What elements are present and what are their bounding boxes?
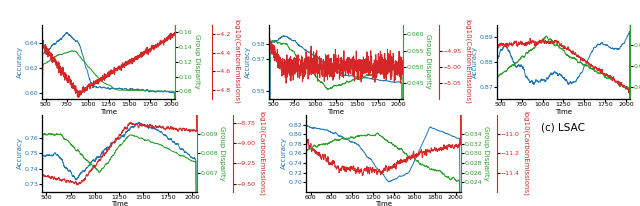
X-axis label: Time: Time — [100, 109, 117, 115]
X-axis label: Time: Time — [374, 201, 392, 206]
Text: (a) Adult Income: (a) Adult Income — [65, 122, 152, 132]
Y-axis label: Group Disparity: Group Disparity — [483, 126, 490, 181]
Text: (c) LSAC: (c) LSAC — [541, 122, 586, 132]
Y-axis label: Accuracy: Accuracy — [17, 137, 23, 170]
Y-axis label: Accuracy: Accuracy — [472, 46, 478, 78]
Y-axis label: Accuracy: Accuracy — [17, 46, 23, 78]
Y-axis label: log10(CarbonEmissions): log10(CarbonEmissions) — [465, 19, 471, 104]
Y-axis label: log10(CarbonEmissions): log10(CarbonEmissions) — [233, 19, 239, 104]
X-axis label: Time: Time — [555, 109, 572, 115]
Y-axis label: Group Disparity: Group Disparity — [220, 126, 225, 181]
Y-axis label: Group Disparity: Group Disparity — [194, 34, 200, 89]
Y-axis label: log10(CarbonEmissions): log10(CarbonEmissions) — [259, 111, 265, 196]
Y-axis label: log10(CarbonEmissions): log10(CarbonEmissions) — [522, 111, 529, 196]
Y-axis label: Accuracy: Accuracy — [244, 46, 250, 78]
Text: (b) COMPAS: (b) COMPAS — [305, 122, 367, 132]
Y-axis label: Group Disparity: Group Disparity — [426, 34, 431, 89]
Y-axis label: Accuracy: Accuracy — [281, 137, 287, 170]
X-axis label: Time: Time — [328, 109, 344, 115]
X-axis label: Time: Time — [111, 201, 128, 206]
